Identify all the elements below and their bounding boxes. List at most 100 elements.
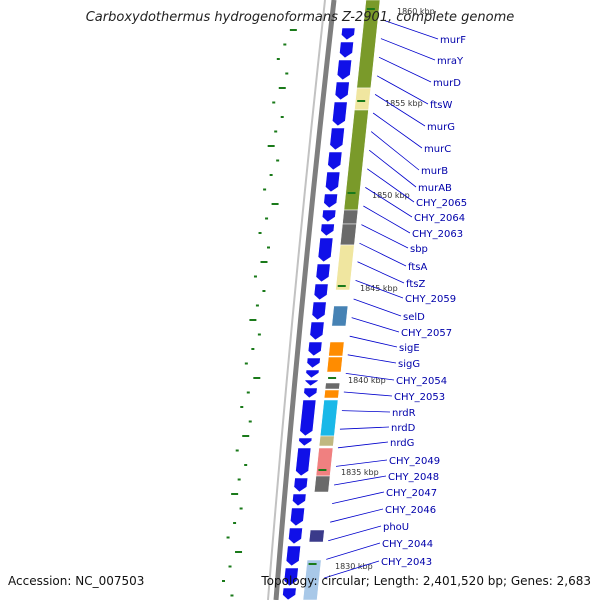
gene-label: CHY_2059 bbox=[405, 294, 456, 305]
label-leader-line bbox=[330, 508, 384, 523]
ruler-label: 1860 kbp bbox=[397, 7, 435, 16]
topology-text: Topology: circular; Length: 2,401,520 bp… bbox=[261, 574, 591, 588]
label-leader-line bbox=[326, 542, 381, 560]
gene-label: nrdG bbox=[390, 438, 414, 449]
cds-arrow bbox=[299, 399, 317, 437]
cds-arrow bbox=[285, 545, 302, 567]
label-leader-line bbox=[363, 205, 411, 234]
cds-arrow bbox=[336, 59, 353, 81]
cog-block bbox=[315, 447, 334, 477]
gene-label: mraY bbox=[437, 56, 464, 67]
accession-text: Accession: NC_007503 bbox=[8, 574, 145, 588]
label-leader-line bbox=[337, 441, 389, 449]
gene-label: CHY_2057 bbox=[401, 328, 452, 339]
cds-track bbox=[282, 27, 356, 601]
gene-label: murD bbox=[433, 78, 461, 89]
cds-arrow bbox=[304, 379, 319, 387]
label-leader-line bbox=[343, 391, 393, 397]
cds-arrow bbox=[306, 357, 321, 369]
cog-block bbox=[354, 87, 372, 111]
cds-arrow bbox=[325, 171, 341, 193]
label-leader-line bbox=[345, 373, 395, 381]
gene-label: CHY_2044 bbox=[382, 539, 433, 550]
cog-block bbox=[319, 399, 339, 437]
gene-label: CHY_2047 bbox=[386, 488, 437, 499]
label-leader-line bbox=[324, 560, 380, 579]
gene-label: sigE bbox=[399, 343, 420, 354]
label-leader-line bbox=[347, 354, 397, 364]
gene-label: CHY_2053 bbox=[394, 392, 445, 403]
ruler-label: 1830 kbp bbox=[335, 562, 373, 571]
cds-arrow bbox=[298, 437, 313, 447]
label-leader-line bbox=[380, 38, 436, 61]
backbone-line-inner bbox=[267, 0, 326, 601]
ruler-label: 1840 kbp bbox=[348, 376, 386, 385]
gene-label: murB bbox=[421, 166, 448, 177]
cds-arrow bbox=[289, 507, 305, 527]
cds-arrow bbox=[334, 81, 350, 101]
gene-label: murC bbox=[424, 144, 451, 155]
cds-arrow bbox=[323, 193, 338, 209]
gene-label: CHY_2064 bbox=[414, 213, 465, 224]
label-leader-line bbox=[378, 56, 432, 83]
gene-label: ftsW bbox=[430, 100, 452, 111]
label-leader-line bbox=[361, 224, 409, 249]
label-leader-line bbox=[357, 261, 405, 284]
gene-label: sbp bbox=[410, 244, 428, 255]
label-leader-line bbox=[334, 475, 387, 486]
gene-labels: murF mraY murD ftsW murG murC murB murAB CHY_206… bbox=[324, 19, 467, 579]
gene-label: CHY_2049 bbox=[389, 456, 440, 467]
cds-arrow bbox=[317, 237, 334, 263]
label-leader-line bbox=[376, 75, 429, 105]
gene-label: ftsZ bbox=[406, 279, 425, 290]
cds-arrow bbox=[282, 587, 297, 601]
label-leader-line bbox=[349, 335, 398, 348]
cog-block bbox=[324, 382, 341, 390]
gene-label: selD bbox=[403, 312, 425, 323]
gene-label: CHY_2063 bbox=[412, 229, 463, 240]
cds-arrow bbox=[339, 41, 354, 59]
cds-arrow bbox=[293, 477, 309, 493]
cds-arrow bbox=[309, 321, 325, 341]
gene-label: murG bbox=[427, 122, 455, 133]
label-leader-line bbox=[353, 298, 402, 317]
backbone-track bbox=[267, 0, 337, 601]
genome-title: Carboxydothermus hydrogenoformans Z-2901… bbox=[85, 10, 515, 25]
cds-arrow bbox=[307, 341, 323, 357]
cog-block bbox=[328, 341, 345, 357]
cds-arrow bbox=[283, 567, 299, 587]
cds-arrow bbox=[311, 301, 327, 321]
label-leader-line bbox=[328, 525, 382, 542]
gene-label: murF bbox=[440, 35, 466, 46]
gene-label: CHY_2043 bbox=[381, 557, 432, 568]
gene-label: ftsA bbox=[408, 262, 427, 273]
backbone-line-outer bbox=[273, 0, 337, 601]
ruler-label: 1855 kbp bbox=[385, 99, 423, 108]
cog-block bbox=[308, 529, 325, 543]
cds-arrow bbox=[303, 387, 318, 399]
gene-label: murAB bbox=[418, 183, 452, 194]
gene-label: nrdD bbox=[391, 423, 416, 434]
cds-arrow bbox=[341, 27, 356, 41]
cog-block bbox=[339, 223, 357, 246]
cog-block bbox=[318, 435, 335, 447]
label-leader-line bbox=[341, 410, 391, 413]
gene-label: sigG bbox=[398, 359, 420, 370]
gene-label: CHY_2048 bbox=[388, 472, 439, 483]
cog-block bbox=[342, 209, 359, 225]
gc-skew-track bbox=[221, 29, 297, 597]
label-leader-line bbox=[370, 131, 420, 171]
label-leader-line bbox=[382, 19, 439, 40]
cog-block bbox=[326, 356, 343, 373]
cog-block bbox=[343, 109, 369, 211]
cds-arrow bbox=[320, 223, 335, 237]
ruler-label: 1850 kbp bbox=[372, 191, 410, 200]
ruler-label: 1835 kbp bbox=[341, 468, 379, 477]
gene-label: CHY_2054 bbox=[396, 376, 447, 387]
cog-track bbox=[302, 0, 381, 601]
cds-arrow bbox=[321, 209, 337, 223]
label-leader-line bbox=[372, 112, 423, 149]
cds-arrow bbox=[313, 283, 329, 301]
